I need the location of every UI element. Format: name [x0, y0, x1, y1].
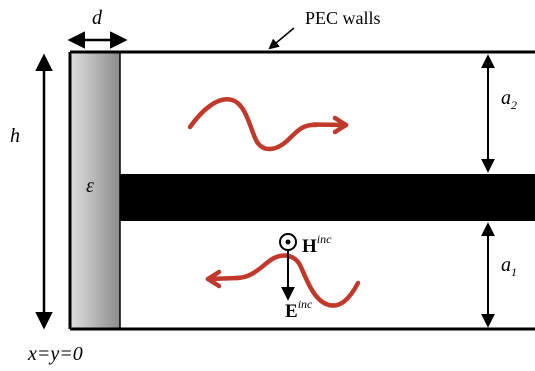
lower-wave-icon	[233, 253, 361, 308]
a2-label: a2	[501, 87, 517, 112]
lower-wave-arrowhead	[205, 269, 241, 289]
pec-walls-pointer	[268, 27, 295, 50]
upper-wave-icon	[187, 97, 319, 152]
h-field-dot-icon	[285, 239, 291, 245]
upper-wave-arrowhead	[311, 115, 349, 135]
pec-walls-label: PEC walls	[305, 8, 381, 28]
dielectric-slab	[70, 52, 120, 329]
d-label: d	[92, 7, 103, 29]
h-field-label: Hinc	[302, 232, 332, 257]
h-label: h	[10, 125, 20, 147]
a1-label: a1	[501, 254, 517, 279]
e-field-label: Einc	[285, 297, 313, 322]
origin-label: x=y=0	[27, 343, 83, 365]
metal-strip	[120, 174, 535, 221]
epsilon-label: ε	[86, 175, 94, 197]
pec-walls	[68, 50, 535, 331]
